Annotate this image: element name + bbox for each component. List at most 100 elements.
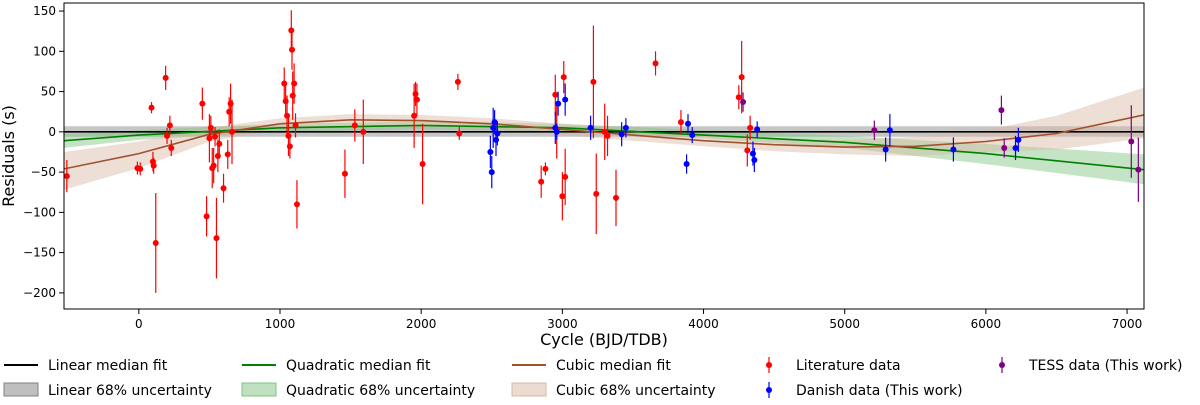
data-point [618, 131, 625, 138]
x-tick-label: 5000 [829, 317, 860, 331]
data-point [542, 165, 549, 172]
legend-label: Cubic median fit [556, 358, 671, 374]
data-point [488, 169, 495, 176]
data-point [291, 80, 298, 87]
x-axis-ticks: 0 1000 2000 3000 4000 5000 6000 7000 [135, 309, 1142, 331]
legend-swatch [766, 387, 772, 393]
data-point [351, 122, 358, 129]
data-point [494, 130, 501, 137]
x-tick-label: 0 [135, 317, 143, 331]
y-tick-label: 50 [41, 85, 56, 99]
data-point [493, 136, 499, 143]
x-tick-label: 1000 [265, 317, 296, 331]
data-point [286, 143, 293, 150]
y-tick-label: −200 [23, 286, 56, 300]
data-point [413, 96, 420, 103]
legend-item-cubic-median-fit: Cubic median fit [512, 358, 671, 374]
data-point [285, 132, 292, 139]
danish-data-this-work-series [487, 83, 1022, 189]
data-point [64, 173, 70, 180]
data-point [886, 127, 893, 134]
data-point [229, 128, 235, 135]
legend-label: Quadratic median fit [286, 358, 431, 374]
y-tick-label: −50 [31, 165, 56, 179]
data-point [288, 27, 295, 34]
data-point [553, 128, 560, 135]
legend-item-tess-data-this-work: TESS data (This work) [999, 357, 1182, 374]
data-point [203, 213, 210, 220]
data-point [360, 128, 367, 135]
uncertainty-bands [64, 87, 1144, 190]
data-point [292, 122, 299, 129]
legend-item-linear-median-fit: Linear median fit [4, 358, 168, 374]
data-point [148, 104, 155, 111]
data-point [562, 173, 569, 180]
data-point [751, 157, 758, 164]
data-point [744, 147, 751, 154]
quadratic-median-fit-band [64, 121, 1144, 185]
legend-label: Cubic 68% uncertainty [556, 383, 716, 399]
data-point [293, 201, 300, 208]
x-tick-label: 2000 [406, 317, 437, 331]
data-point [456, 130, 463, 137]
data-point [749, 150, 756, 157]
legend-item-quadratic-median-fit: Quadratic median fit [242, 358, 431, 374]
y-tick-label: −100 [23, 205, 56, 219]
legend-item-danish-data-this-work: Danish data (This work) [766, 382, 963, 399]
legend-item-cubic-68-uncertainty: Cubic 68% uncertainty [511, 382, 716, 399]
data-point [341, 170, 348, 177]
data-point [587, 124, 594, 131]
data-point [593, 190, 600, 197]
legend-label: Linear 68% uncertainty [48, 383, 212, 399]
data-point [538, 178, 545, 185]
data-point [735, 94, 742, 101]
data-point [137, 165, 144, 172]
data-point [685, 120, 691, 127]
data-point [740, 99, 747, 106]
x-axis-label: Cycle (BJD/TDB) [540, 330, 668, 349]
data-point [412, 90, 419, 97]
data-point [490, 124, 497, 131]
legend-swatch [3, 382, 39, 397]
data-point [207, 124, 214, 131]
data-point [871, 127, 878, 134]
data-point [562, 96, 569, 103]
data-point [214, 153, 221, 159]
data-point [289, 46, 295, 53]
legend-item-linear-68-uncertainty: Linear 68% uncertainty [3, 382, 212, 399]
quadratic-median-fit-line [64, 124, 1144, 171]
cubic-median-fit-band [64, 87, 1144, 190]
data-point [281, 80, 288, 87]
data-point [212, 133, 219, 140]
y-axis-label: Residuals (s) [0, 105, 18, 207]
x-tick-label: 6000 [971, 317, 1002, 331]
data-point [622, 124, 629, 131]
data-point [284, 112, 291, 119]
data-point [213, 235, 220, 242]
legend-swatch [999, 362, 1005, 368]
y-axis-ticks: −200 −150 −100 −50 0 50 100 150 [23, 4, 64, 300]
data-point [950, 146, 957, 153]
data-point [689, 132, 696, 139]
data-point [227, 100, 234, 107]
tess-data-this-work-series [740, 92, 1142, 202]
data-points [64, 10, 1142, 293]
legend-swatch [511, 382, 547, 397]
data-point [677, 119, 684, 126]
x-tick-label: 7000 [1112, 317, 1143, 331]
data-point [560, 74, 567, 81]
legend-label: TESS data (This work) [1028, 358, 1182, 374]
data-point [552, 91, 559, 98]
data-point [754, 126, 761, 133]
data-point [998, 107, 1005, 114]
data-point [1015, 136, 1022, 143]
data-point [168, 144, 175, 151]
data-point [164, 132, 171, 139]
data-point [491, 119, 498, 126]
data-point [216, 140, 223, 147]
data-point [226, 108, 233, 115]
legend: Linear median fit Linear 68% uncertainty Q… [3, 357, 1182, 399]
data-point [152, 239, 159, 246]
legend-item-literature-data: Literature data [766, 357, 901, 374]
legend-label: Linear median fit [48, 358, 168, 374]
